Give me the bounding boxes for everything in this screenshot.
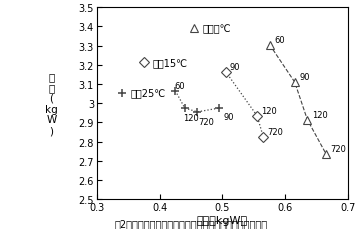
Text: 90: 90 bbox=[224, 113, 234, 122]
Text: 浸漬15℃: 浸漬15℃ bbox=[152, 58, 187, 68]
Text: 720: 720 bbox=[330, 145, 346, 154]
Text: 120: 120 bbox=[261, 106, 277, 115]
Text: 720: 720 bbox=[268, 128, 284, 136]
Text: 120: 120 bbox=[184, 113, 199, 122]
Text: 図2．浸漬温度と浸漬時間の違いによる确さ、粘りの変化: 図2．浸漬温度と浸漬時間の違いによる确さ、粘りの変化 bbox=[114, 218, 267, 228]
Text: 720: 720 bbox=[199, 117, 215, 126]
Text: 120: 120 bbox=[312, 110, 328, 119]
Text: 浸漬25℃: 浸漬25℃ bbox=[130, 88, 165, 98]
Text: 90: 90 bbox=[299, 73, 310, 82]
X-axis label: 粘り（kgW）: 粘り（kgW） bbox=[197, 215, 248, 225]
Text: 硬
さ
(
kg
W
): 硬 さ ( kg W ) bbox=[45, 72, 58, 136]
Text: 浸漬５℃: 浸漬５℃ bbox=[202, 24, 231, 34]
Text: 60: 60 bbox=[174, 82, 185, 90]
Text: 90: 90 bbox=[230, 63, 240, 71]
Text: 60: 60 bbox=[274, 36, 285, 45]
